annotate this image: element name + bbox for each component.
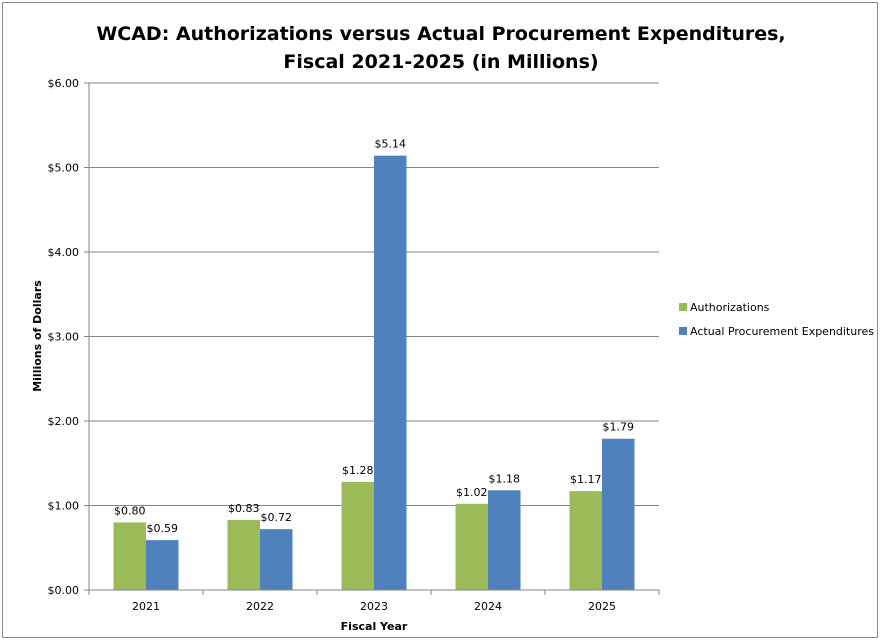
data-label: $1.28 — [342, 464, 374, 477]
y-tick-label: $6.00 — [48, 77, 80, 90]
data-label: $1.17 — [570, 473, 602, 486]
legend-label: Authorizations — [690, 301, 770, 314]
data-label: $1.02 — [456, 486, 488, 499]
bar-actual-expenditures — [374, 155, 407, 591]
x-tick-label: 2022 — [246, 600, 274, 613]
y-tick-label: $4.00 — [48, 246, 80, 259]
y-axis-label: Millions of Dollars — [31, 280, 44, 392]
legend-swatch — [679, 303, 687, 311]
y-tick-label: $1.00 — [48, 500, 80, 513]
bar-actual-expenditures — [260, 529, 293, 590]
bar-authorizations — [569, 491, 602, 590]
legend-label: Actual Procurement Expenditures — [690, 325, 874, 338]
x-tick-label: 2024 — [474, 600, 502, 613]
data-label: $5.14 — [375, 138, 407, 151]
chart-title-line1: WCAD: Authorizations versus Actual Procu… — [96, 23, 785, 45]
x-tick-label: 2021 — [132, 600, 160, 613]
x-tick-label: 2025 — [588, 600, 616, 613]
data-label: $0.59 — [147, 522, 179, 535]
data-label: $0.80 — [114, 504, 146, 517]
data-label: $1.18 — [489, 472, 521, 485]
y-tick-label: $2.00 — [48, 415, 80, 428]
bar-authorizations — [341, 481, 374, 590]
data-label: $0.83 — [228, 502, 260, 515]
y-tick-label: $5.00 — [48, 162, 80, 175]
bar-authorizations — [455, 503, 488, 590]
x-axis-label: Fiscal Year — [341, 620, 408, 633]
y-tick-label: $3.00 — [48, 331, 80, 344]
data-label: $0.72 — [261, 511, 293, 524]
bar-actual-expenditures — [488, 490, 521, 590]
bar-authorizations — [113, 522, 146, 590]
chart-title-line2: Fiscal 2021-2025 (in Millions) — [283, 51, 598, 73]
x-tick-label: 2023 — [360, 600, 388, 613]
y-tick-label: $0.00 — [48, 584, 80, 597]
bar-authorizations — [227, 519, 260, 590]
legend-swatch — [679, 327, 687, 335]
bar-actual-expenditures — [146, 540, 179, 590]
bar-actual-expenditures — [602, 438, 635, 590]
data-label: $1.79 — [603, 421, 635, 434]
